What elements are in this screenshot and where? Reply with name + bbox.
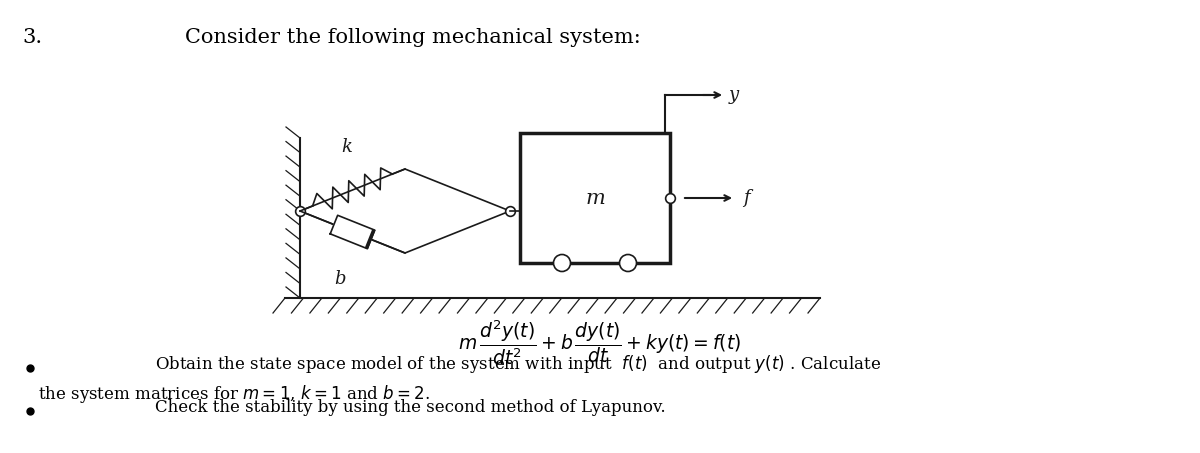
Text: y: y <box>730 86 739 104</box>
Circle shape <box>553 255 570 271</box>
Text: f: f <box>743 189 750 207</box>
Text: the system matrices for $m = 1$, $k = 1$ and $b = 2$.: the system matrices for $m = 1$, $k = 1$… <box>38 383 430 405</box>
Text: b: b <box>335 270 346 288</box>
Bar <box>520 133 670 263</box>
Text: 3.: 3. <box>22 28 42 47</box>
Circle shape <box>619 255 636 271</box>
Text: m: m <box>586 188 605 207</box>
Text: Check the stability by using the second method of Lyapunov.: Check the stability by using the second … <box>155 399 666 415</box>
Text: Consider the following mechanical system:: Consider the following mechanical system… <box>185 28 641 47</box>
Text: k: k <box>342 138 353 156</box>
Text: Obtain the state space model of the system with input  $f(t)$  and output $y(t)$: Obtain the state space model of the syst… <box>155 353 881 375</box>
Polygon shape <box>330 215 374 249</box>
Text: $m\,\dfrac{d^{2}y(t)}{dt^{2}}+b\,\dfrac{dy(t)}{dt}+ky(t)=f(t)$: $m\,\dfrac{d^{2}y(t)}{dt^{2}}+b\,\dfrac{… <box>458 318 742 367</box>
